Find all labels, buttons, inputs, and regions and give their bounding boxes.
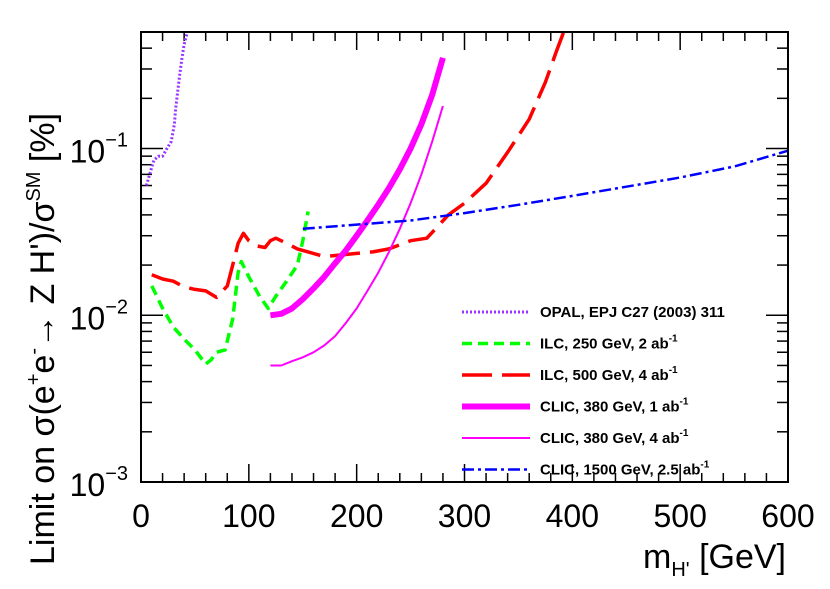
x-tick-label: 600	[761, 498, 814, 534]
y-tick-label: 10−3	[70, 463, 128, 503]
axes: 0 100 200 300 400 500 600 10−3 10−2 10−1	[70, 31, 815, 534]
y-tick-label: 10−2	[70, 296, 128, 336]
x-tick-label: 200	[330, 498, 383, 534]
legend: OPAL, EPJ C27 (2003) 311 ILC, 250 GeV, 2 …	[462, 304, 725, 479]
y-axis-title-group: Limit on σ(e+e-→ Z H')/σSM [%]	[23, 113, 62, 565]
x-tick-label: 100	[222, 498, 275, 534]
x-tick-label: 300	[438, 498, 491, 534]
legend-label-opal: OPAL, EPJ C27 (2003) 311	[540, 304, 725, 321]
y-tick-label: 10−1	[70, 130, 128, 170]
legend-label-clic380_4: CLIC, 380 GeV, 4 ab-1	[540, 428, 689, 447]
plot-frame-rect	[140, 31, 789, 483]
x-axis-title: mH' [GeV]	[643, 538, 786, 581]
x-tick-label: 0	[132, 498, 150, 534]
series-line-clic380_4	[270, 105, 444, 367]
series-line-ilc250	[150, 211, 310, 366]
x-tick-label: 400	[546, 498, 599, 534]
y-axis-title: Limit on σ(e+e-→ Z H')/σSM [%]	[23, 113, 62, 565]
series-line-opal	[144, 31, 189, 186]
series-line-clic1500	[302, 149, 789, 231]
legend-label-clic380_1: CLIC, 380 GeV, 1 ab-1	[540, 397, 689, 416]
axis-titles: mH' [GeV] Limit on σ(e+e-→ Z H')/σSM [%]	[23, 113, 786, 581]
x-tick-label: 500	[653, 498, 706, 534]
legend-label-ilc500: ILC, 500 GeV, 4 ab-1	[540, 365, 678, 384]
series-line-clic380_1	[269, 56, 446, 319]
plot-frame	[140, 31, 789, 483]
legend-label-clic1500: CLIC, 1500 GeV, 2.5 ab-1	[540, 460, 710, 479]
series-line-ilc500	[151, 31, 566, 300]
legend-label-ilc250: ILC, 250 GeV, 2 ab-1	[540, 334, 678, 353]
data-series	[144, 31, 789, 367]
